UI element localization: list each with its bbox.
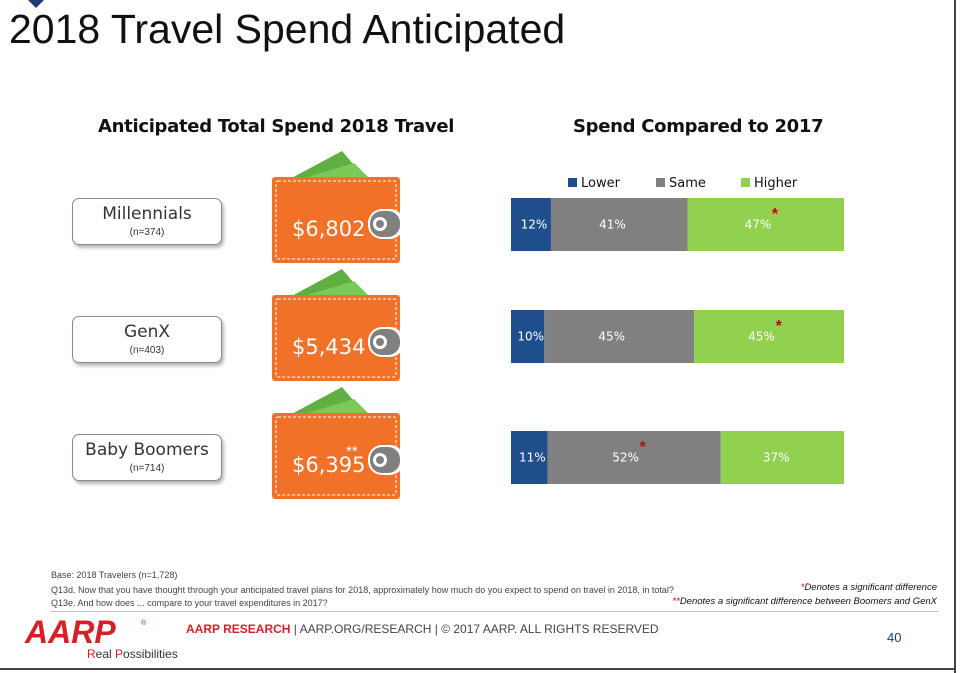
corner-marker <box>28 0 44 8</box>
footer-divider <box>50 611 938 612</box>
footnote-base: Base: 2018 Travelers (n=1,728) <box>51 570 178 580</box>
wallet-icon <box>272 151 404 263</box>
wallet-icon <box>272 387 404 499</box>
data-label-baby-boomers-lower: 11% <box>519 451 546 465</box>
segment-box-genx: GenX (n=403) <box>72 316 222 363</box>
aarp-logo: AARP ® <box>24 615 147 647</box>
bar-segment-genx-same <box>544 310 695 363</box>
footnote-q13e: Q13e. And how does ... compare to your t… <box>51 598 328 608</box>
frame-border-bottom <box>0 668 956 670</box>
segment-box-millennials: Millennials (n=374) <box>72 198 222 245</box>
bar-segment-baby-boomers-same <box>547 431 721 484</box>
bar-segment-genx-higher <box>694 310 844 363</box>
significance-note-text: Denotes a significant difference <box>804 582 937 593</box>
segment-sample-size: (n=714) <box>129 463 165 474</box>
data-label-genx-lower: 10% <box>517 330 544 344</box>
right-section-title: Spend Compared to 2017 <box>573 116 824 137</box>
data-label-millennials-higher: 47% <box>745 218 772 232</box>
segment-sample-size: (n=374) <box>129 227 165 238</box>
aarp-tagline: Real Possibilities <box>87 647 178 661</box>
significance-star-baby-boomers-same: * <box>639 439 646 456</box>
data-label-genx-same: 45% <box>598 330 625 344</box>
wallet-baby-boomers: $6,395 ** <box>272 383 407 499</box>
page-number: 40 <box>887 630 902 645</box>
data-label-millennials-same: 41% <box>599 218 626 232</box>
spend-significance-mark: ** <box>346 443 358 460</box>
legend-swatch <box>656 178 665 187</box>
significance-star-millennials-higher: * <box>771 206 779 223</box>
data-label-baby-boomers-same: 52% <box>612 451 639 465</box>
wallet-amount: $6,395 <box>292 453 366 477</box>
bar-segment-millennials-higher <box>687 198 844 251</box>
segment-name: GenX <box>123 322 171 342</box>
tagline-text: eal <box>95 647 116 661</box>
legend-label: Higher <box>754 176 798 191</box>
bar-segment-baby-boomers-higher <box>720 431 844 484</box>
wallet-icon <box>272 269 404 381</box>
legend-label: Lower <box>581 176 620 191</box>
legend-item-lower: Lower <box>568 176 620 191</box>
segment-name: Baby Boomers <box>85 440 209 460</box>
svg-text:®: ® <box>141 619 147 627</box>
significance-note-mark: ** <box>672 596 680 607</box>
legend-swatch <box>568 178 577 187</box>
segment-box-baby-boomers: Baby Boomers (n=714) <box>72 434 222 481</box>
data-label-genx-higher: 45% <box>748 330 775 344</box>
footer-rest: | AARP.ORG/RESEARCH | © 2017 AARP. ALL R… <box>290 622 659 636</box>
legend-item-higher: Higher <box>741 176 797 191</box>
left-section-title: Anticipated Total Spend 2018 Travel <box>98 116 455 137</box>
significance-note-text: Denotes a significant difference between… <box>679 596 937 607</box>
significance-note-boomers-genx: **Denotes a significant difference betwe… <box>672 596 937 607</box>
bar-segment-millennials-same <box>550 198 688 251</box>
page-title: 2018 Travel Spend Anticipated <box>9 6 566 52</box>
data-label-baby-boomers-higher: 37% <box>763 451 790 465</box>
significance-note-mark: * <box>800 582 805 593</box>
tagline-text: ossibilities <box>123 647 178 661</box>
footer-research-label: AARP RESEARCH <box>186 622 291 636</box>
bar-segment-baby-boomers-lower <box>511 431 548 484</box>
footnote-q13d: Q13d. Now that you have thought through … <box>51 585 674 595</box>
tagline-letter: P <box>115 647 124 661</box>
legend-item-same: Same <box>656 176 706 191</box>
wallet-amount: $5,434 <box>292 335 366 359</box>
tagline-letter: R <box>87 647 96 661</box>
legend-swatch <box>741 178 750 187</box>
segment-name: Millennials <box>102 204 192 224</box>
segment-sample-size: (n=403) <box>129 345 165 356</box>
frame-border-right <box>954 0 956 673</box>
footer-text: AARP RESEARCH | AARP.ORG/RESEARCH | © 20… <box>186 622 659 636</box>
bar-segment-millennials-lower <box>511 198 551 251</box>
significance-note: *Denotes a significant difference <box>801 582 937 593</box>
wallet-millennials: $6,802 <box>272 147 407 263</box>
significance-star-genx-higher: * <box>775 318 782 335</box>
wallet-amount: $6,802 <box>292 217 366 241</box>
wallet-genx: $5,434 <box>272 265 407 381</box>
aarp-logo-text: AARP <box>24 615 116 647</box>
data-label-millennials-lower: 12% <box>521 218 548 232</box>
legend-label: Same <box>669 176 706 191</box>
bar-segment-genx-lower <box>511 310 545 363</box>
